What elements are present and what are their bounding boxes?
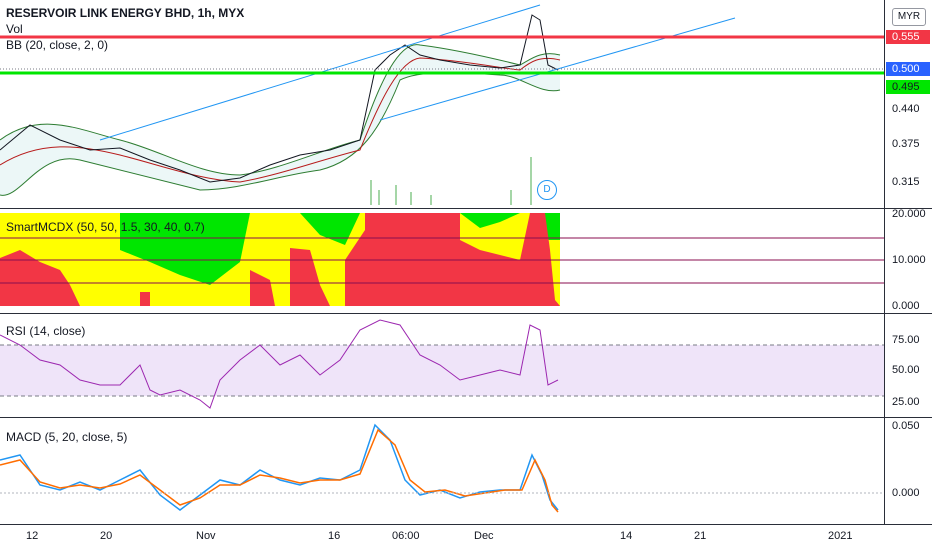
rsi-line — [0, 319, 559, 409]
bb-label: BB (20, close, 2, 0) — [6, 38, 109, 52]
channel-lower — [379, 17, 736, 121]
price-tick: 0.375 — [892, 138, 920, 150]
smartmcdx-pane — [0, 213, 884, 306]
bb-fill — [0, 44, 560, 196]
bb-upper — [0, 44, 561, 176]
time-tick: 2021 — [828, 530, 853, 542]
bb-basis — [0, 57, 561, 183]
macd-tick: 0.050 — [892, 420, 920, 432]
price-tag-0500: 0.500 — [886, 62, 930, 76]
mcdx-tick: 10.000 — [892, 254, 926, 266]
price-tag-0495: 0.495 — [886, 80, 930, 94]
dividend-marker-icon[interactable]: D — [537, 180, 557, 200]
time-tick: 06:00 — [392, 530, 420, 542]
macd-pane — [0, 423, 884, 513]
rsi-tick: 50.00 — [892, 364, 920, 376]
price-line — [0, 14, 559, 183]
price-tick: 0.440 — [892, 103, 920, 115]
currency-button[interactable]: MYR — [892, 8, 926, 26]
price-tag-0555: 0.555 — [886, 30, 930, 44]
rsi-tick: 75.00 — [892, 334, 920, 346]
macd-tick: 0.000 — [892, 487, 920, 499]
macd-label: MACD (5, 20, close, 5) — [6, 430, 128, 444]
price-pane — [0, 4, 884, 205]
time-tick: Dec — [474, 530, 494, 542]
time-tick: Nov — [196, 530, 216, 542]
volume-bars — [370, 157, 532, 205]
rsi-pane — [0, 319, 884, 409]
rsi-tick: 25.00 — [892, 396, 920, 408]
rsi-band — [0, 345, 884, 396]
rsi-label: RSI (14, close) — [6, 324, 86, 338]
volume-label: Vol — [6, 22, 23, 36]
time-tick: 16 — [328, 530, 341, 542]
mcdx-green — [30, 213, 560, 285]
mcdx-tick: 20.000 — [892, 208, 926, 220]
smartmcdx-label: SmartMCDX (50, 50, 1.5, 30, 40, 0.7) — [6, 220, 205, 234]
signal-line — [0, 428, 559, 513]
chart-canvas[interactable] — [0, 0, 884, 524]
time-tick: 20 — [100, 530, 113, 542]
time-tick: 14 — [620, 530, 633, 542]
price-tick: 0.315 — [892, 176, 920, 188]
mcdx-tick: 0.000 — [892, 300, 920, 312]
time-tick: 21 — [694, 530, 707, 542]
symbol-title: RESERVOIR LINK ENERGY BHD, 1h, MYX — [6, 6, 245, 20]
time-tick: 12 — [26, 530, 39, 542]
